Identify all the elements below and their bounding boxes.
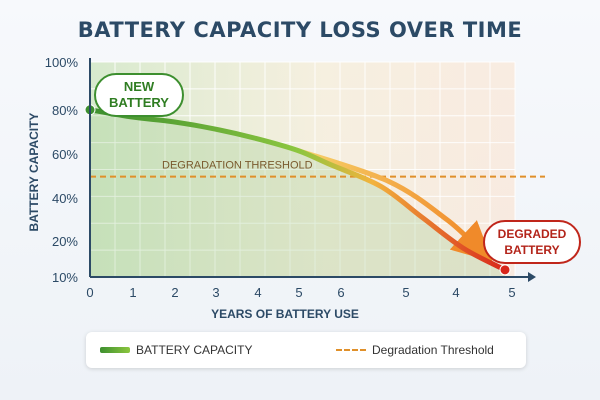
y-tick-label: 60% <box>52 147 78 162</box>
x-axis-label: YEARS OF BATTERY USE <box>211 307 359 321</box>
legend-item-capacity: BATTERY CAPACITY <box>100 343 252 357</box>
x-tick-label: 3 <box>212 285 219 300</box>
x-axis-arrow <box>528 272 536 282</box>
x-tick-label: 4 <box>254 285 261 300</box>
series-line-battery-capacity <box>87 107 508 273</box>
trend-arrow <box>295 147 493 262</box>
x-tick-label: 5 <box>508 285 515 300</box>
x-tick-label: 2 <box>171 285 178 300</box>
legend-label-threshold: Degradation Threshold <box>372 343 494 357</box>
legend: BATTERY CAPACITY Degradation Threshold <box>86 332 526 368</box>
legend-swatch-capacity <box>100 347 130 353</box>
legend-item-threshold: Degradation Threshold <box>336 343 494 357</box>
x-tick-label: 5 <box>295 285 302 300</box>
y-axis-label: BATTERY CAPACITY <box>27 113 41 232</box>
area-under-curve <box>90 109 505 278</box>
x-tick-label: 1 <box>129 285 136 300</box>
callout-new-battery-line-1: NEW <box>124 79 155 94</box>
x-tick-label: 5 <box>402 285 409 300</box>
y-tick-label: 100% <box>45 55 79 70</box>
callout-degraded-battery <box>483 220 581 264</box>
x-tick-label: 4 <box>452 285 459 300</box>
legend-label-capacity: BATTERY CAPACITY <box>136 343 253 357</box>
callout-new-battery <box>94 73 184 117</box>
callout-degraded-battery-line-2: BATTERY <box>504 243 559 257</box>
chart-title: BATTERY CAPACITY LOSS OVER TIME <box>77 18 523 42</box>
y-tick-label: 80% <box>52 103 78 118</box>
callout-degraded-battery-line-1: DEGRADED <box>498 227 567 241</box>
x-tick-label: 6 <box>337 285 344 300</box>
x-tick-label: 0 <box>86 285 93 300</box>
callout-new-battery-line-2: BATTERY <box>109 95 169 110</box>
y-tick-label: 40% <box>52 191 78 206</box>
y-tick-label: 20% <box>52 234 78 249</box>
legend-swatch-threshold <box>336 349 366 351</box>
data-point <box>499 264 511 276</box>
threshold-label: DEGRADATION THRESHOLD <box>162 160 313 172</box>
y-tick-label: 10% <box>52 270 78 285</box>
